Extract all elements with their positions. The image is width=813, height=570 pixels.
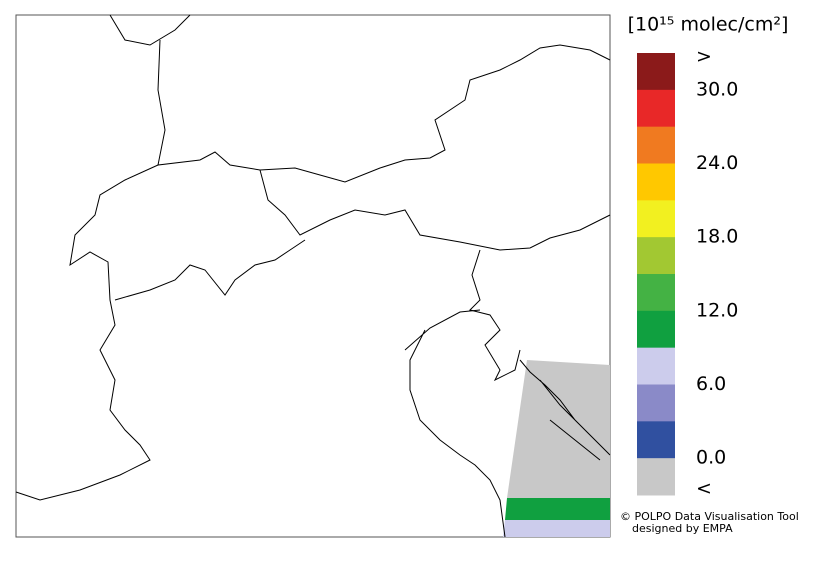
border xyxy=(109,14,611,183)
map xyxy=(15,14,611,538)
credit: © POLPO Data Visualisation Tool xyxy=(620,510,799,523)
coastline xyxy=(404,309,611,538)
colorbar-band xyxy=(637,458,675,496)
data-swath xyxy=(505,498,610,520)
border xyxy=(114,239,521,382)
colorbar-tick-label: 0.0 xyxy=(696,447,726,469)
colorbar-band xyxy=(637,237,675,275)
colorbar-tick-label: 30.0 xyxy=(696,78,738,100)
colorbar-unit: [10¹⁵ molec/cm²] xyxy=(628,14,789,36)
map-frame xyxy=(15,14,611,538)
data-swath xyxy=(503,520,610,537)
colorbar-band xyxy=(637,163,675,201)
colorbar-band xyxy=(637,274,675,312)
colorbar-under-label: < xyxy=(696,478,712,500)
colorbar-band xyxy=(637,384,675,422)
colorbar-tick-label: 18.0 xyxy=(696,226,738,248)
colorbar-band xyxy=(637,347,675,385)
colorbar-tick-label: 12.0 xyxy=(696,299,738,321)
colorbar-tick-label: 6.0 xyxy=(696,373,726,395)
colorbar-band xyxy=(637,53,675,91)
colorbar-band xyxy=(637,200,675,238)
colorbar-band xyxy=(637,421,675,459)
colorbar: 30.0 24.0 18.0 12.0 6.0 0.0 > < xyxy=(637,46,738,500)
colorbar-band xyxy=(637,126,675,164)
border xyxy=(259,169,611,251)
border xyxy=(15,164,159,501)
colorbar-over-label: > xyxy=(696,46,712,68)
credit: designed by EMPA xyxy=(632,522,733,535)
colorbar-tick-label: 24.0 xyxy=(696,152,738,174)
data-swath xyxy=(507,360,610,498)
colorbar-band xyxy=(637,89,675,128)
colorbar-band xyxy=(637,310,675,349)
